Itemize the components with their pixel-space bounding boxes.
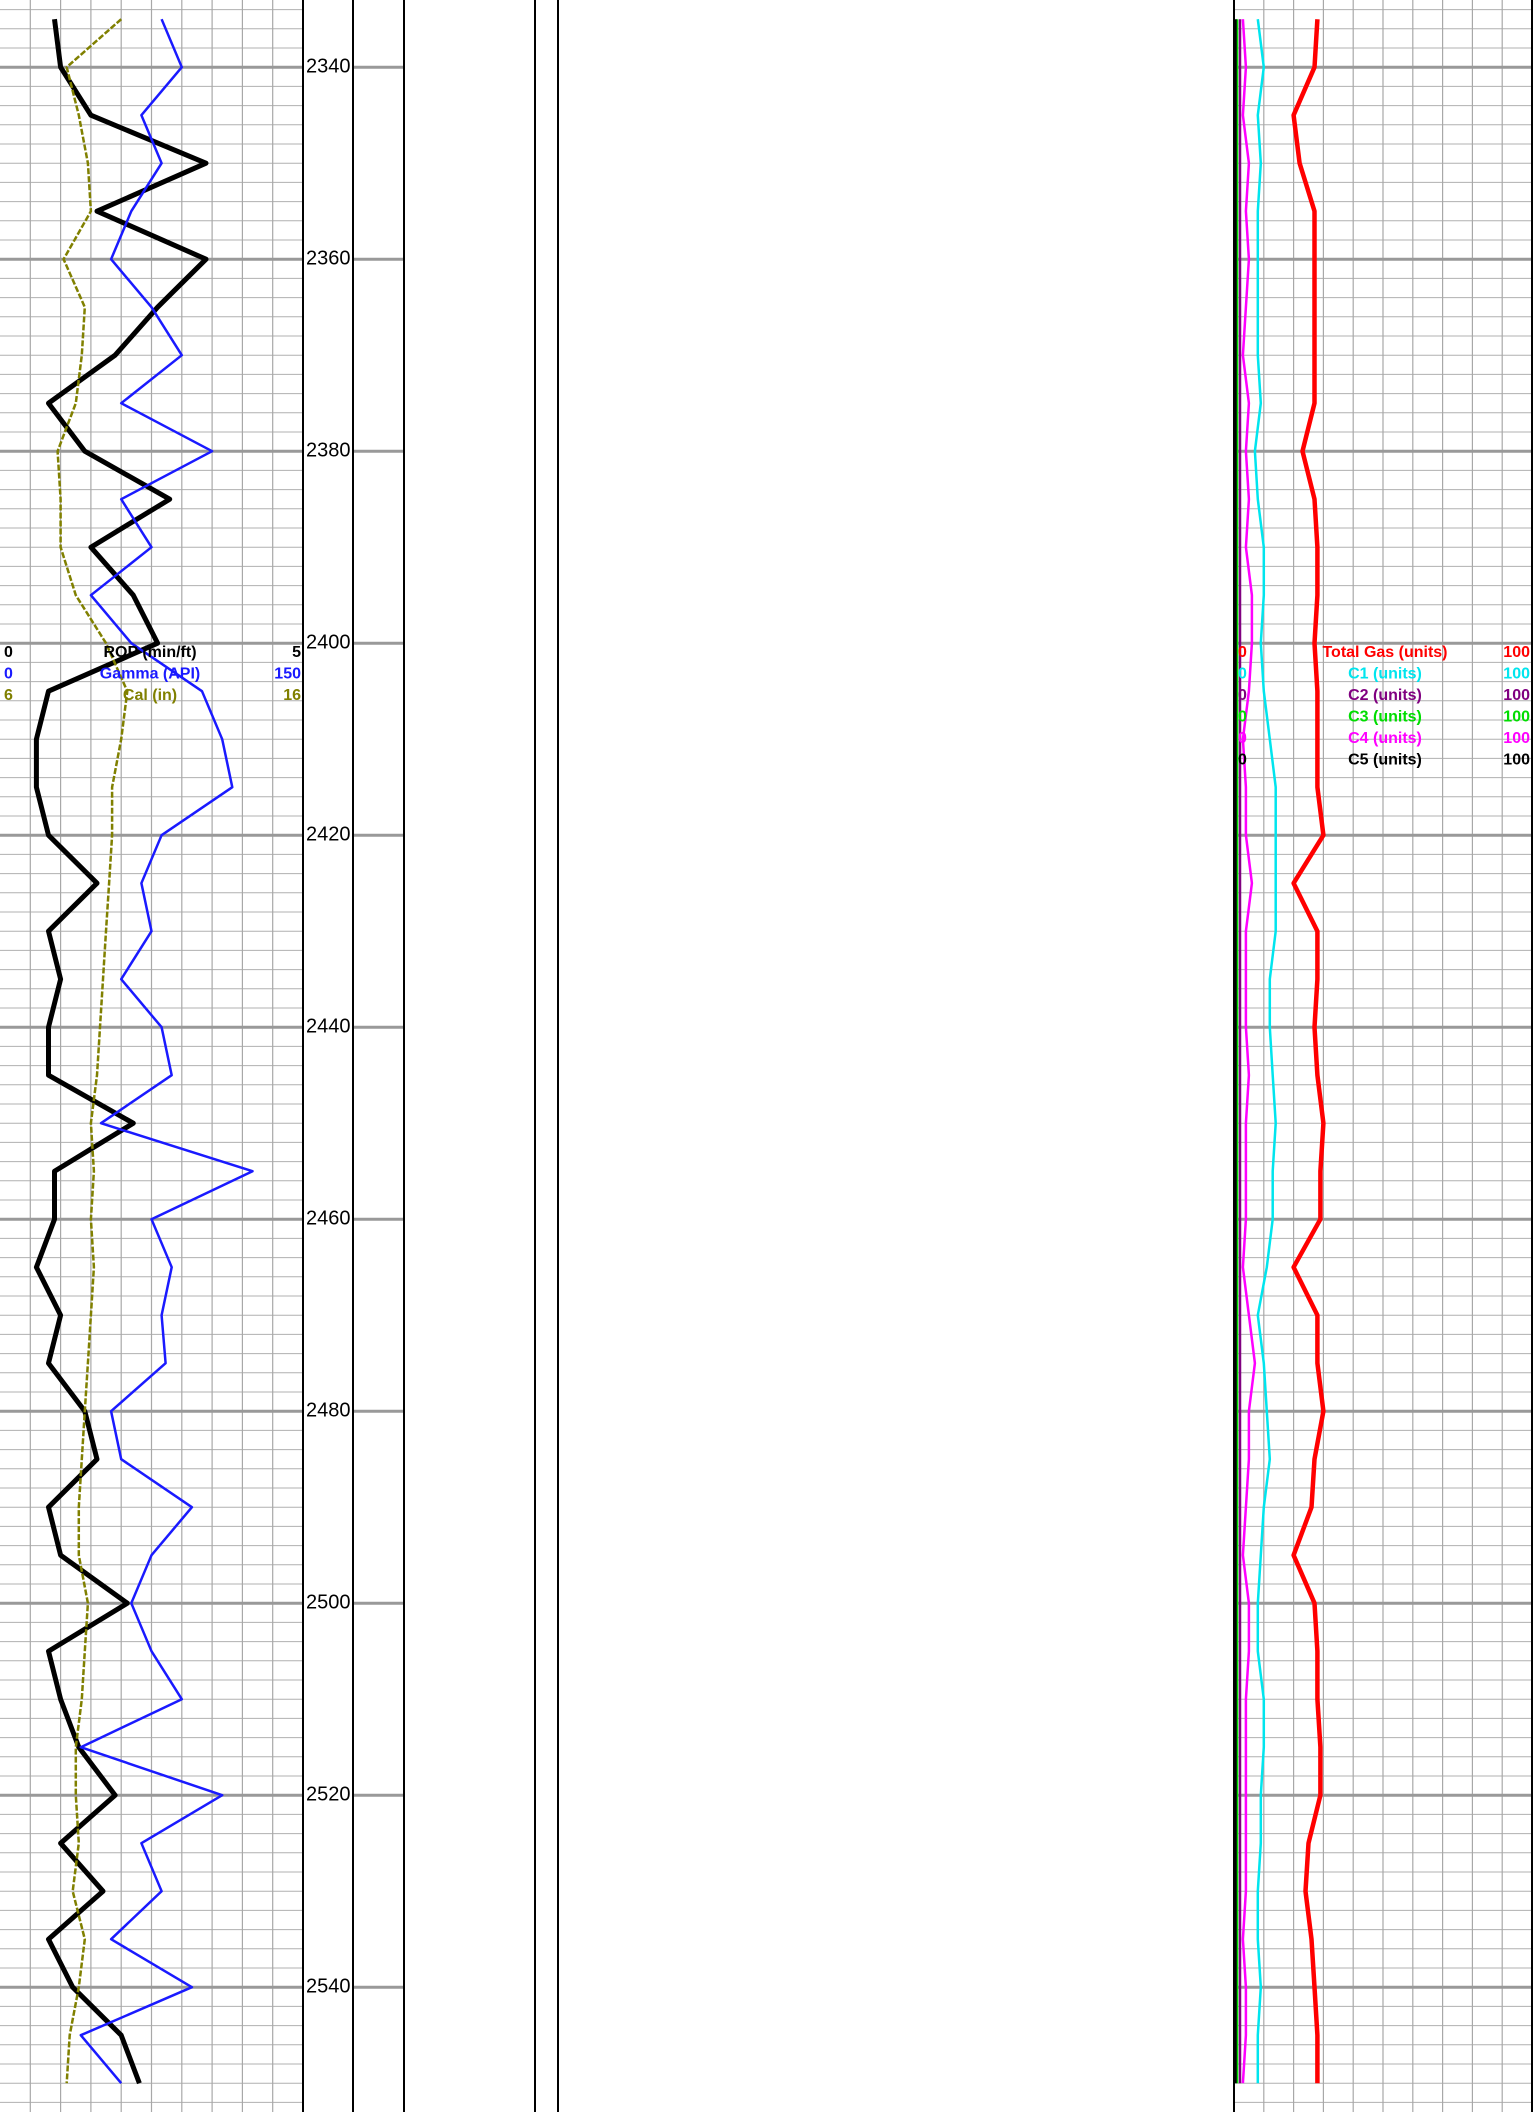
depth-label: 2460: [306, 1207, 351, 1229]
log-curve: [79, 18, 254, 2085]
depth-label: 2380: [306, 439, 351, 461]
scale-min: 0: [1238, 687, 1247, 704]
depth-label: 2420: [306, 823, 351, 845]
scale-max: 100: [1503, 687, 1530, 704]
scale-max: 100: [1503, 709, 1530, 726]
log-curve: [1291, 19, 1326, 2084]
curve-name: ROP (min/ft): [103, 644, 196, 661]
scale-max: 100: [1503, 730, 1530, 747]
depth-label: 2360: [306, 247, 351, 269]
depth-label: 2400: [306, 631, 351, 653]
scale-max: 16: [283, 687, 301, 704]
curve-name: C4 (units): [1348, 730, 1422, 747]
scale-max: 100: [1503, 752, 1530, 769]
depth-label: 2480: [306, 1399, 351, 1421]
scale-min: 0: [1238, 709, 1247, 726]
log-curve: [56, 18, 129, 2084]
curve-name: Gamma (API): [100, 666, 200, 683]
log-curve: [1241, 19, 1257, 2084]
scale-min: 6: [4, 687, 13, 704]
depth-label: 2340: [306, 55, 351, 77]
depth-label: 2440: [306, 1015, 351, 1037]
scale-max: 150: [274, 666, 301, 683]
scale-min: 0: [4, 666, 13, 683]
depth-label: 2520: [306, 1783, 351, 1805]
curve-name: C2 (units): [1348, 687, 1422, 704]
scale-min: 0: [1238, 644, 1247, 661]
log-curve: [1253, 19, 1277, 2084]
depth-label: 2500: [306, 1591, 351, 1613]
scale-max: 5: [292, 644, 301, 661]
curve-name: Total Gas (units): [1322, 644, 1447, 661]
curve-name: C5 (units): [1348, 752, 1422, 769]
curve-name: C1 (units): [1348, 666, 1422, 683]
scale-min: 0: [1238, 730, 1247, 747]
scale-min: 0: [1238, 752, 1247, 769]
curve-name: C3 (units): [1348, 709, 1422, 726]
log-curve: [33, 18, 209, 2085]
scale-max: 100: [1503, 644, 1530, 661]
curve-name: Cal (in): [123, 687, 177, 704]
scale-max: 100: [1503, 666, 1530, 683]
scale-min: 0: [4, 644, 13, 661]
scale-min: 0: [1238, 666, 1247, 683]
depth-label: 2540: [306, 1975, 351, 1997]
